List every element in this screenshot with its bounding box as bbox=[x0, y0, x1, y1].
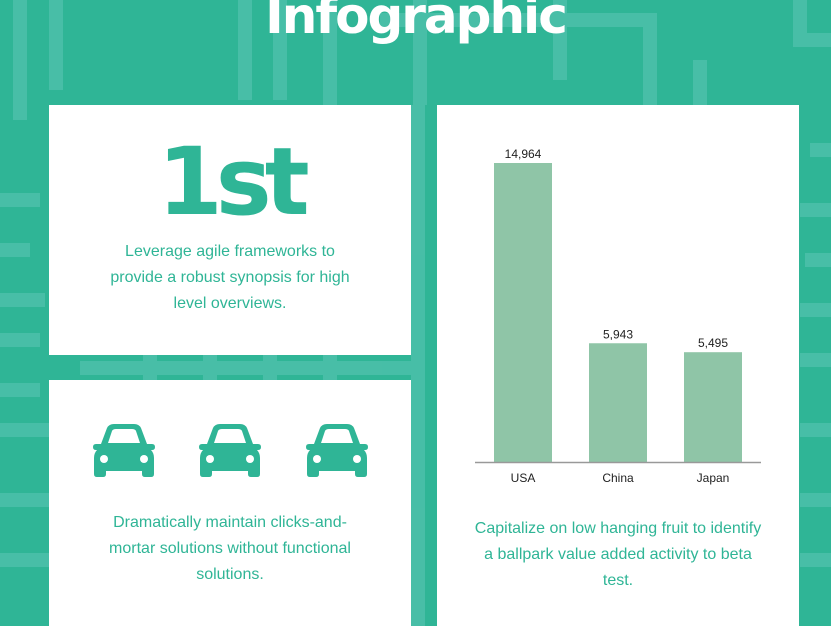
x-tick-label: USA bbox=[511, 471, 536, 485]
rank-description: Leverage agile frameworks to provide a r… bbox=[110, 243, 350, 312]
bar-japan bbox=[684, 352, 742, 462]
cars-description: Dramatically maintain clicks-and-mortar … bbox=[109, 514, 351, 583]
rank-value: 1st bbox=[157, 128, 309, 237]
data-label: 14,964 bbox=[505, 147, 542, 161]
bar-usa bbox=[494, 163, 552, 462]
data-label: 5,943 bbox=[603, 327, 633, 341]
car-icon bbox=[89, 422, 159, 482]
bar-chart: 14,964 USA 5,943 China 5,495 Japan bbox=[475, 147, 761, 485]
x-tick-label: China bbox=[602, 471, 634, 485]
cars-card: Dramatically maintain clicks-and-mortar … bbox=[49, 380, 411, 626]
x-tick-label: Japan bbox=[697, 471, 730, 485]
car-icon bbox=[302, 422, 372, 482]
chart-description: Capitalize on low hanging fruit to ident… bbox=[474, 520, 762, 589]
page-title: Infographic bbox=[265, 0, 568, 45]
chart-card: 14,964 USA 5,943 China 5,495 Japan Capitalize… bbox=[437, 105, 799, 626]
rank-card: 1st Leverage agile frameworks to provide… bbox=[49, 105, 411, 355]
car-icon bbox=[195, 422, 265, 482]
bar-china bbox=[589, 343, 647, 462]
cars-row bbox=[49, 422, 411, 482]
data-label: 5,495 bbox=[698, 336, 728, 350]
